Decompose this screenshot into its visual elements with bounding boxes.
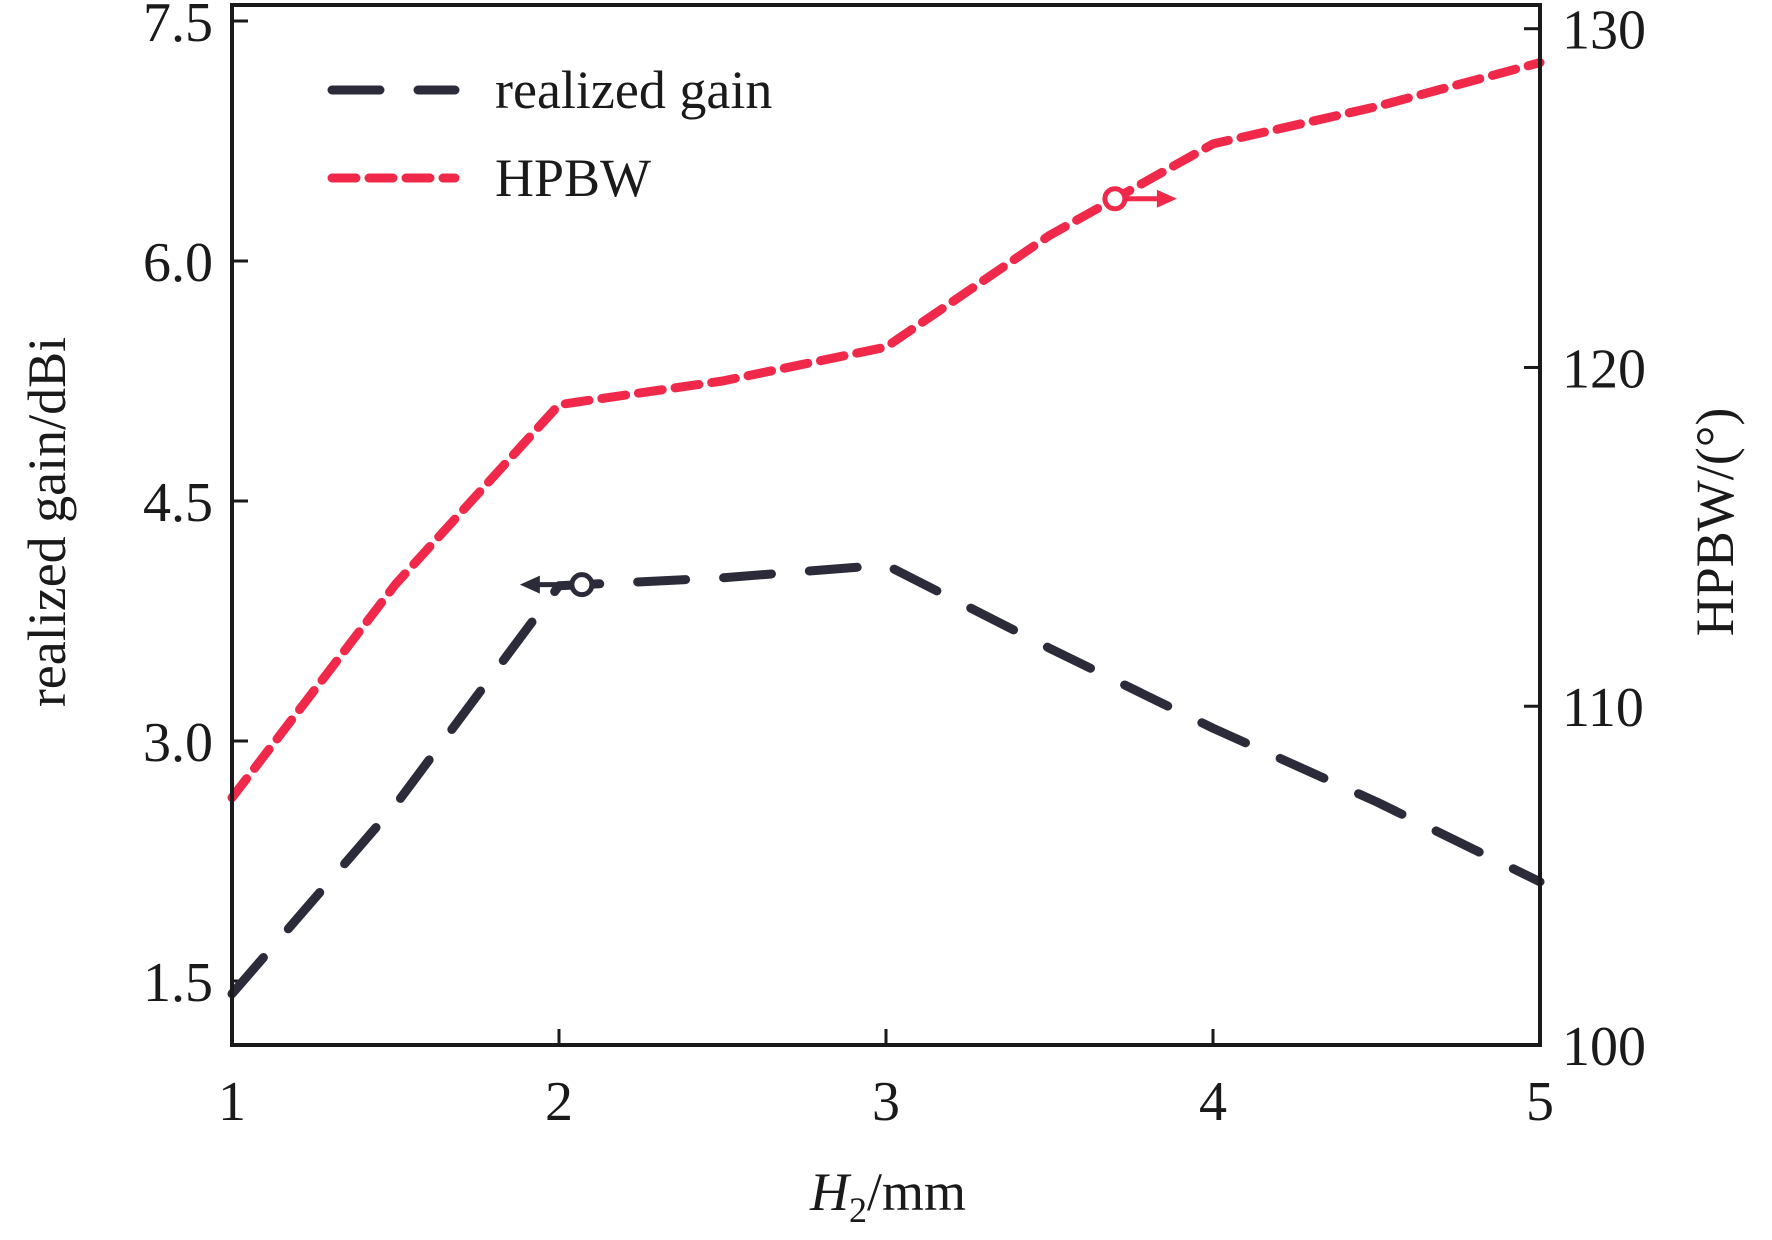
annotation-circle-marker <box>1102 186 1128 212</box>
y-right-axis-title: HPBW/(°) <box>1685 408 1745 637</box>
y-left-tick-label: 6.0 <box>143 232 213 294</box>
y-left-axis-title: realized gain/dBi <box>17 337 77 707</box>
y-right-tick-label: 100 <box>1562 1016 1646 1078</box>
x-tick-label: 1 <box>218 1071 246 1133</box>
x-axis-title-rest: /mm <box>867 1162 966 1222</box>
y-left-tick-label: 1.5 <box>143 952 213 1014</box>
y-left-tick-label: 4.5 <box>143 472 213 534</box>
plot-frame <box>230 3 1542 1047</box>
annotation-circle-marker <box>569 572 595 598</box>
y-left-tick-label: 7.5 <box>143 0 213 54</box>
y-right-tick-label: 130 <box>1562 0 1646 62</box>
y-right-tick-label: 120 <box>1562 338 1646 400</box>
y-left-tick-label: 3.0 <box>143 712 213 774</box>
legend-label-1: HPBW <box>495 148 651 208</box>
x-axis-title: H2/mm <box>809 1162 966 1230</box>
legend-label-0: realized gain <box>495 60 772 120</box>
annotation-arrow-head <box>519 575 540 594</box>
x-tick-label: 4 <box>1199 1071 1227 1133</box>
x-tick-label: 2 <box>545 1071 573 1133</box>
x-tick-label: 3 <box>872 1071 900 1133</box>
series-line-0 <box>227 560 1545 999</box>
ticks-layer: 1 2 3 4 5 1.5 3.0 4.5 6.0 7.5 100 110 120 130 <box>143 0 1646 1133</box>
x-axis-title-subscript: 2 <box>849 1190 867 1230</box>
legend: realized gain HPBW <box>327 60 772 208</box>
series-layer <box>227 58 1545 999</box>
annotation-arrow-head <box>1156 189 1177 208</box>
series-line-1 <box>227 58 1545 803</box>
x-axis-title-italic: H <box>809 1162 852 1222</box>
annotation-layer <box>519 186 1177 598</box>
x-tick-label: 5 <box>1526 1071 1554 1133</box>
y-right-tick-label: 110 <box>1562 677 1644 739</box>
